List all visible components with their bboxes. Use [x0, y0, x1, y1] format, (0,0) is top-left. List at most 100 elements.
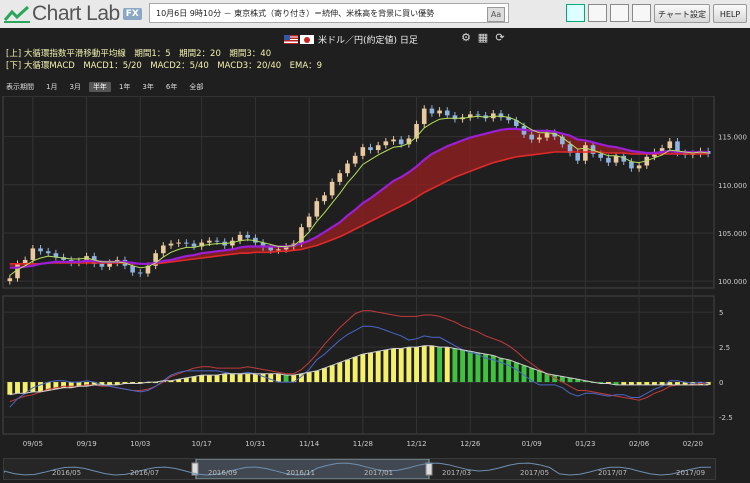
candle	[61, 257, 66, 260]
gear-icon[interactable]: ⚙	[461, 31, 471, 44]
period-3m[interactable]: 3月	[69, 83, 81, 91]
macd-histogram-bar	[283, 375, 289, 383]
jp-flag-icon	[300, 35, 314, 44]
candle	[606, 157, 611, 163]
macd-histogram-bar	[375, 351, 381, 383]
candle	[506, 117, 511, 121]
x-tick-label: 09/05	[23, 440, 43, 448]
macd-histogram-bar	[636, 382, 642, 385]
refresh-icon[interactable]: ⟳	[495, 31, 505, 44]
macd-histogram-bar	[191, 376, 197, 383]
candle	[552, 132, 557, 137]
candle	[306, 216, 312, 228]
macd-histogram-bar	[406, 347, 412, 383]
help-button[interactable]: HELP	[713, 4, 747, 23]
candle	[437, 110, 442, 114]
period-all[interactable]: 全部	[189, 83, 204, 91]
candle	[398, 139, 404, 145]
chart-settings-button[interactable]: チャート設定	[654, 4, 710, 23]
x-tick-label: 12/26	[460, 440, 481, 448]
layout-single-icon[interactable]	[566, 4, 585, 22]
range-navigator[interactable]: 2016/05 2016/07 2016/09 2016/11 2017/01 2017/…	[3, 458, 716, 480]
x-tick-label: 12/12	[406, 440, 426, 448]
candle	[406, 138, 412, 145]
macd1-line	[9, 325, 709, 408]
candle	[360, 147, 366, 156]
macd-histogram-bar	[15, 382, 20, 394]
macd-histogram-bar	[475, 352, 481, 383]
navigator-svg[interactable]: 2016/05 2016/07 2016/09 2016/11 2017/01 2017/…	[3, 458, 715, 480]
news-ticker[interactable]: 10月6日 9時10分 － 東京株式（寄り付き）＝続伸、米株高を背景に買い優勢 …	[149, 3, 509, 23]
macd-histogram-bar	[437, 347, 443, 383]
candle	[475, 114, 481, 116]
navigator-label: 2017/05	[520, 469, 549, 477]
layout-two-icon[interactable]	[588, 4, 607, 22]
macd-histogram-bar	[252, 373, 258, 383]
candle	[299, 227, 304, 244]
macd-histogram-bar	[137, 382, 143, 384]
ema20-line	[9, 127, 709, 269]
macd-histogram-bar	[245, 373, 251, 383]
us-flag-icon	[284, 35, 298, 44]
candle	[153, 253, 158, 266]
candle	[207, 240, 212, 243]
macd-histogram-bar	[183, 377, 189, 383]
period-1y[interactable]: 1年	[118, 83, 131, 91]
macd-histogram-bar	[337, 362, 343, 383]
pair-title: 米ドル／円(約定値) 日足	[318, 36, 418, 46]
macd-histogram-bar	[306, 372, 312, 383]
period-label: 表示期間	[6, 83, 34, 91]
ema5-line	[9, 115, 709, 276]
macd-histogram-bar	[352, 356, 358, 383]
candle	[7, 278, 13, 282]
macd-histogram-bar	[536, 370, 542, 383]
macd-histogram-bar	[383, 349, 389, 383]
macd-histogram-bar	[659, 382, 665, 385]
macd-histogram-bar	[521, 365, 527, 383]
period-3y[interactable]: 3年	[142, 83, 154, 91]
macd-histogram-bar	[621, 382, 627, 385]
macd-histogram-bar	[682, 382, 688, 385]
candle	[498, 113, 504, 118]
macd-histogram-bar	[559, 376, 565, 383]
x-tick-label: 02/06	[629, 440, 650, 448]
candle	[276, 249, 281, 251]
price-y-tick-label: 110.000	[718, 182, 747, 190]
period-6y[interactable]: 6年	[165, 83, 178, 91]
period-6m[interactable]: 半年	[88, 82, 111, 92]
price-and-macd-chart[interactable]: 115.000 110.000 105.000 100.000 5 2.5 0 -2.5 09/…	[0, 96, 750, 456]
macd-histogram-bar	[368, 352, 373, 383]
news-ticker-text: 10月6日 9時10分 － 東京株式（寄り付き）＝続伸、米株高を背景に買い優勢	[156, 9, 435, 18]
candle	[191, 243, 197, 247]
price-y-tick-label: 115.000	[718, 134, 747, 142]
macd-histogram-bar	[444, 347, 450, 383]
candle	[168, 243, 174, 246]
candle	[53, 253, 59, 258]
macd-histogram-bar	[391, 348, 396, 383]
macd-histogram-bar	[613, 382, 619, 385]
grid-icon[interactable]: ▦	[477, 31, 489, 44]
macd-histogram-bar	[544, 373, 550, 383]
candle	[38, 248, 43, 252]
period-1m[interactable]: 1月	[46, 83, 58, 91]
navigator-label: 2017/01	[364, 469, 393, 477]
macd-histogram-bar	[483, 354, 489, 383]
candle	[45, 251, 51, 254]
macd-histogram-bar	[114, 382, 120, 385]
navigator-label: 2016/09	[208, 469, 237, 477]
candle	[245, 234, 251, 238]
macd-histogram-bar	[176, 379, 182, 383]
candle	[452, 115, 458, 120]
period-selector: 表示期間 1月 3月 半年 1年 3年 6年 全部	[6, 82, 211, 92]
candle	[567, 144, 573, 153]
candle	[30, 248, 36, 260]
candle	[675, 141, 680, 153]
font-size-button[interactable]: Aa	[487, 7, 505, 22]
macd-histogram-bar	[91, 382, 97, 385]
layout-three-icon[interactable]	[610, 4, 629, 22]
macd-histogram-bar	[598, 382, 604, 384]
layout-four-icon[interactable]	[632, 4, 651, 22]
candle	[283, 246, 289, 250]
macd-histogram-bar	[222, 373, 228, 383]
macd-histogram-bar	[329, 365, 335, 383]
